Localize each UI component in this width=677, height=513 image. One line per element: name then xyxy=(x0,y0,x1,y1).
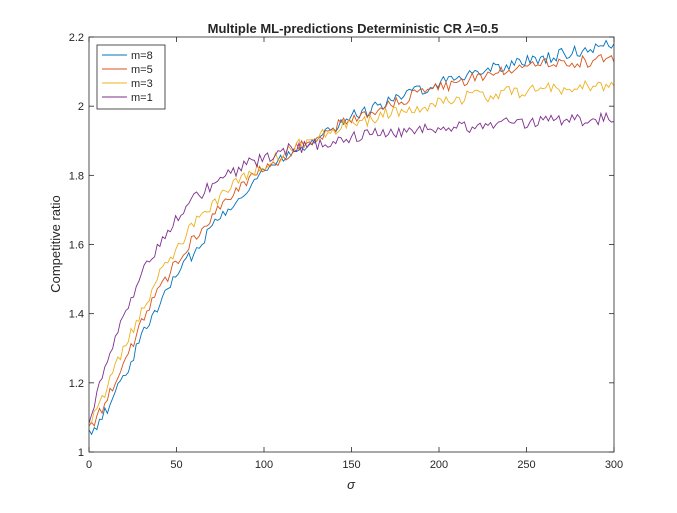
y-tick-label: 2 xyxy=(78,101,84,113)
x-tick-label: 150 xyxy=(342,459,360,471)
x-tick-label: 100 xyxy=(255,459,273,471)
y-tick-label: 1 xyxy=(78,447,84,459)
x-axis-label: σ xyxy=(347,477,356,492)
x-tick-label: 250 xyxy=(517,459,535,471)
y-tick-label: 1.2 xyxy=(69,378,84,390)
axes-box xyxy=(88,36,615,453)
series-line-m=1 xyxy=(89,111,614,424)
series-line-m=8 xyxy=(89,39,614,436)
y-tick-label: 1.8 xyxy=(69,170,84,182)
series-line-m=5 xyxy=(89,53,614,427)
legend-label: m=5 xyxy=(131,64,153,76)
axes-frame xyxy=(88,36,615,453)
plot-lines xyxy=(89,39,614,436)
x-tick-label: 0 xyxy=(86,459,92,471)
y-tick-label: 2.2 xyxy=(69,32,84,44)
series-line-m=3 xyxy=(89,79,614,424)
chart-title: Multiple ML-predictions Deterministic CR… xyxy=(208,21,499,36)
x-tick-label: 50 xyxy=(170,459,182,471)
x-tick-label: 200 xyxy=(430,459,448,471)
legend: m=8 m=5 m=3 m=1 xyxy=(96,44,166,110)
legend-label: m=3 xyxy=(131,78,153,90)
lambda-symbol: λ xyxy=(464,21,472,36)
y-axis-label: Competitive ratio xyxy=(48,195,63,293)
y-axis: 1 1.2 1.4 1.6 1.8 2 2.2 xyxy=(69,32,614,459)
x-tick-label: 300 xyxy=(605,459,623,471)
legend-label: m=8 xyxy=(131,50,153,62)
legend-box xyxy=(96,44,166,110)
y-tick-label: 1.6 xyxy=(69,240,84,252)
x-axis: 0 50 100 150 200 250 300 xyxy=(86,37,623,471)
legend-label: m=1 xyxy=(131,92,153,104)
y-tick-label: 1.4 xyxy=(69,309,84,321)
